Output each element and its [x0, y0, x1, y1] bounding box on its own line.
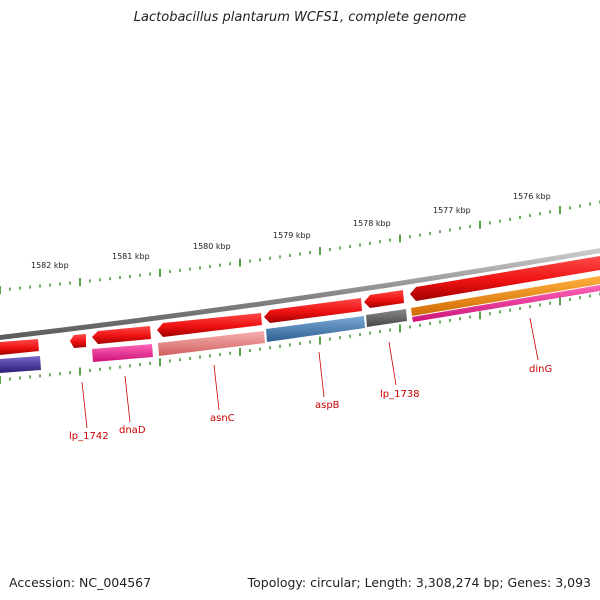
- gene-label-dnaD: dnaD: [119, 425, 146, 436]
- kbp-label-1578: 1578 kbp: [353, 219, 391, 228]
- feature-left-purple: [0, 356, 41, 373]
- genome-backbone: [0, 248, 600, 340]
- feature-asnC-salmon: [158, 331, 265, 356]
- cds-dnaD: [92, 326, 151, 344]
- kbp-label-1576: 1576 kbp: [513, 192, 551, 201]
- feature-dinG-magenta: [412, 285, 600, 322]
- gene-label-dinG: dinG: [529, 364, 552, 375]
- cds-aspB: [264, 298, 362, 323]
- feature-dnaD-magenta: [92, 344, 153, 362]
- leader-lp_1738: [388, 341, 397, 386]
- map-title: Lactobacillus plantarum WCFS1, complete …: [133, 10, 467, 25]
- feature-dinG-orange: [411, 276, 600, 316]
- cds-asnC: [157, 313, 262, 337]
- leader-aspB: [318, 351, 325, 398]
- topology-text: Topology: circular; Length: 3,308,274 bp…: [247, 575, 591, 590]
- feature-lp_1738-grey: [366, 309, 407, 327]
- kbp-label-1577: 1577 kbp: [433, 206, 471, 215]
- cds-track: [0, 256, 600, 355]
- leader-dnaD: [124, 375, 131, 423]
- gene-label-lp_1742: lp_1742: [69, 431, 109, 442]
- inner-tick-ring: [0, 292, 600, 384]
- gene-label-lp_1738: lp_1738: [380, 389, 420, 400]
- gene-label-asnC: asnC: [210, 413, 235, 424]
- kbp-labels: 1582 kbp 1581 kbp 1580 kbp 1579 kbp 1578…: [31, 192, 551, 270]
- leader-asnC: [213, 364, 220, 411]
- gene-leader-lines: [81, 317, 539, 429]
- kbp-label-1582: 1582 kbp: [31, 261, 69, 270]
- accession-text: Accession: NC_004567: [9, 575, 152, 590]
- cds-lp_1738: [364, 290, 404, 308]
- feature-track: [0, 276, 600, 373]
- cds-left-edge: [0, 339, 39, 355]
- leader-dinG: [529, 317, 539, 361]
- kbp-label-1579: 1579 kbp: [273, 231, 311, 240]
- outer-tick-ring: [0, 200, 600, 294]
- kbp-label-1581: 1581 kbp: [112, 252, 150, 261]
- cds-dinG: [410, 256, 600, 301]
- kbp-label-1580: 1580 kbp: [193, 242, 231, 251]
- cds-lp_1742: [70, 334, 86, 348]
- gene-labels: lp_1742 dnaD asnC aspB lp_1738 dinG: [69, 364, 552, 442]
- leader-lp_1742: [81, 381, 88, 429]
- gene-label-aspB: aspB: [315, 400, 340, 411]
- feature-aspB-blue: [266, 316, 365, 342]
